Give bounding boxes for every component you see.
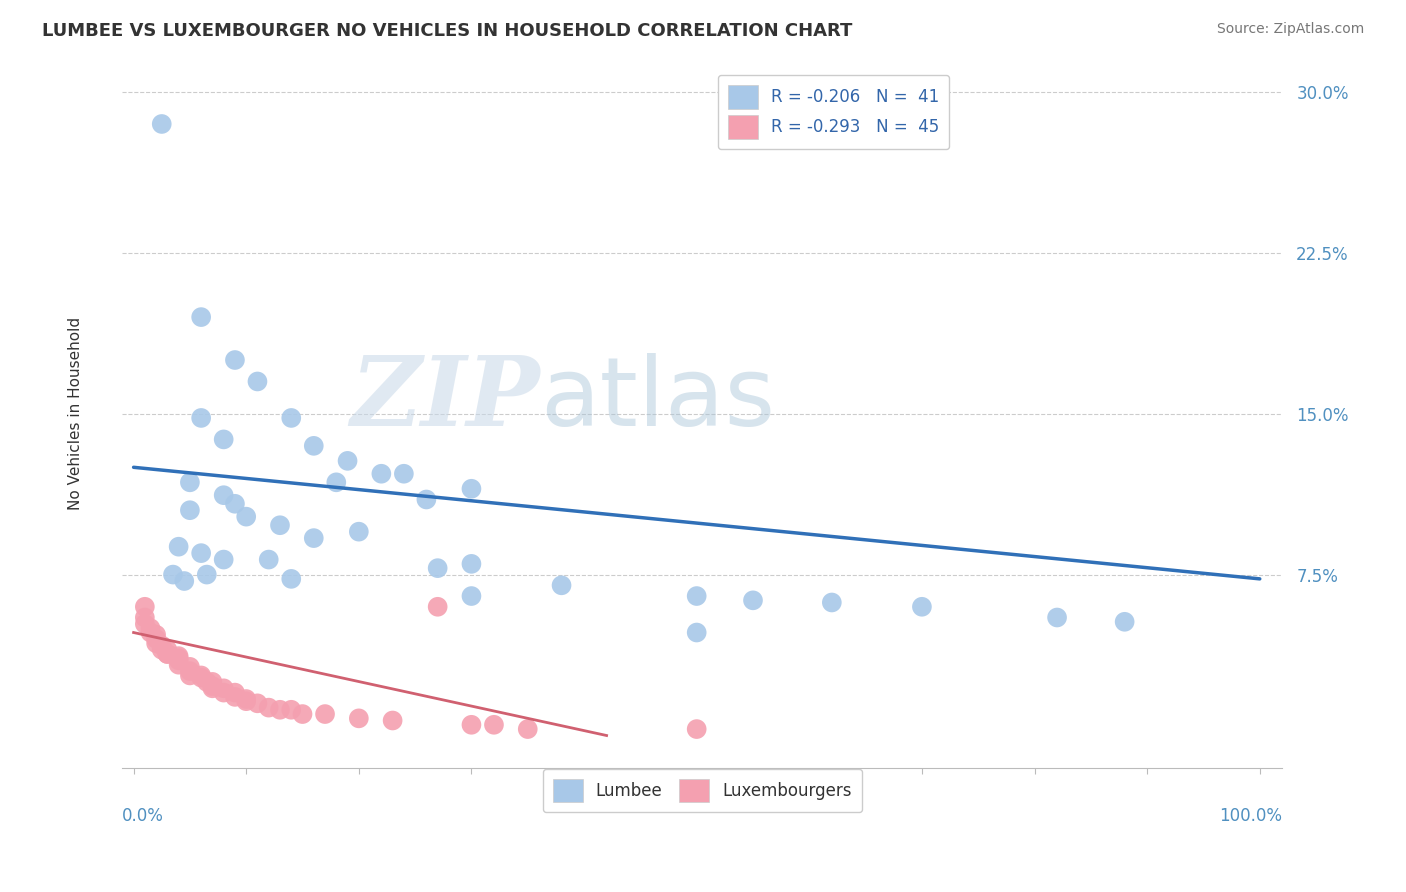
- Point: [336, 454, 359, 468]
- Point: [302, 439, 325, 453]
- Point: [686, 722, 709, 736]
- Point: [235, 692, 257, 706]
- Point: [482, 718, 505, 732]
- Point: [550, 578, 572, 592]
- Point: [167, 649, 190, 664]
- Point: [134, 616, 156, 631]
- Point: [426, 599, 449, 614]
- Point: [212, 433, 235, 447]
- Point: [291, 707, 314, 722]
- Point: [190, 671, 212, 685]
- Text: atlas: atlas: [540, 353, 775, 446]
- Point: [269, 518, 291, 533]
- Point: [224, 497, 246, 511]
- Point: [257, 700, 280, 714]
- Point: [460, 718, 482, 732]
- Point: [167, 540, 190, 554]
- Point: [139, 621, 162, 635]
- Point: [1046, 610, 1069, 624]
- Point: [224, 685, 246, 699]
- Point: [150, 117, 173, 131]
- Point: [280, 703, 302, 717]
- Point: [134, 610, 156, 624]
- Text: LUMBEE VS LUXEMBOURGER NO VEHICLES IN HOUSEHOLD CORRELATION CHART: LUMBEE VS LUXEMBOURGER NO VEHICLES IN HO…: [42, 22, 852, 40]
- Point: [224, 353, 246, 368]
- Point: [246, 696, 269, 710]
- Point: [156, 647, 179, 661]
- Point: [190, 668, 212, 682]
- Point: [269, 703, 291, 717]
- Text: 0.0%: 0.0%: [122, 806, 165, 824]
- Point: [179, 668, 201, 682]
- Point: [516, 722, 538, 736]
- Point: [145, 632, 167, 646]
- Point: [156, 647, 179, 661]
- Text: No Vehicles in Household: No Vehicles in Household: [69, 317, 83, 510]
- Point: [167, 657, 190, 672]
- Point: [201, 679, 224, 693]
- Point: [460, 482, 482, 496]
- Point: [134, 599, 156, 614]
- Point: [347, 711, 370, 725]
- Point: [381, 714, 404, 728]
- Point: [426, 561, 449, 575]
- Text: Source: ZipAtlas.com: Source: ZipAtlas.com: [1216, 22, 1364, 37]
- Point: [347, 524, 370, 539]
- Point: [167, 651, 190, 665]
- Point: [1114, 615, 1136, 629]
- Point: [173, 574, 195, 588]
- Point: [821, 595, 844, 609]
- Point: [280, 572, 302, 586]
- Point: [195, 674, 218, 689]
- Point: [280, 411, 302, 425]
- Point: [150, 642, 173, 657]
- Point: [150, 639, 173, 653]
- Point: [179, 660, 201, 674]
- Point: [179, 475, 201, 490]
- Point: [190, 310, 212, 324]
- Point: [212, 552, 235, 566]
- Point: [145, 636, 167, 650]
- Point: [201, 674, 224, 689]
- Point: [460, 589, 482, 603]
- Point: [235, 694, 257, 708]
- Point: [415, 492, 437, 507]
- Point: [325, 475, 347, 490]
- Point: [257, 552, 280, 566]
- Point: [302, 531, 325, 545]
- Point: [742, 593, 765, 607]
- Point: [686, 625, 709, 640]
- Point: [235, 509, 257, 524]
- Point: [460, 557, 482, 571]
- Point: [246, 375, 269, 389]
- Point: [314, 707, 336, 722]
- Point: [686, 589, 709, 603]
- Point: [370, 467, 392, 481]
- Point: [212, 685, 235, 699]
- Point: [190, 411, 212, 425]
- Point: [392, 467, 415, 481]
- Point: [145, 628, 167, 642]
- Point: [911, 599, 934, 614]
- Point: [190, 546, 212, 560]
- Point: [139, 625, 162, 640]
- Point: [179, 503, 201, 517]
- Legend: Lumbee, Luxembourgers: Lumbee, Luxembourgers: [543, 769, 862, 813]
- Point: [195, 567, 218, 582]
- Point: [179, 664, 201, 678]
- Text: 100.0%: 100.0%: [1219, 806, 1282, 824]
- Point: [224, 690, 246, 704]
- Point: [201, 681, 224, 696]
- Text: ZIP: ZIP: [350, 352, 540, 447]
- Point: [212, 488, 235, 502]
- Point: [212, 681, 235, 696]
- Point: [167, 653, 190, 667]
- Point: [162, 567, 184, 582]
- Point: [156, 642, 179, 657]
